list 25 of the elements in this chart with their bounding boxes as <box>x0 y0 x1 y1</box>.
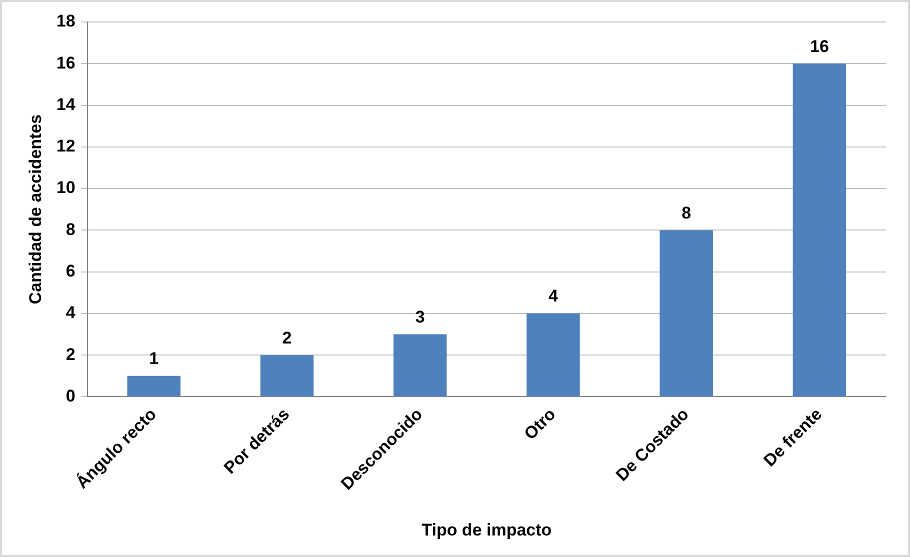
y-tick-label: 10 <box>56 178 76 198</box>
y-tick-label: 2 <box>66 344 76 364</box>
data-label: 16 <box>810 36 829 56</box>
y-tick-label: 12 <box>56 136 76 156</box>
data-label: 4 <box>548 286 558 306</box>
y-tick-label: 14 <box>56 94 76 114</box>
bar <box>260 355 314 396</box>
bar <box>393 334 447 396</box>
y-axis-title: Cantidad de accidentes <box>26 114 45 304</box>
x-tick-label: Otro <box>520 404 560 444</box>
bar <box>660 230 713 396</box>
data-label: 8 <box>682 203 692 222</box>
x-axis-title: Tipo de impacto <box>422 520 552 540</box>
data-label: 2 <box>282 328 292 348</box>
bar <box>127 376 180 396</box>
bar <box>526 313 580 396</box>
y-tick-label: 18 <box>56 12 76 31</box>
y-tick-label: 8 <box>66 220 76 239</box>
y-tick-label: 4 <box>66 303 76 322</box>
y-tick-label: 6 <box>66 261 76 280</box>
data-label: 1 <box>149 349 159 368</box>
y-tick-label: 16 <box>56 53 76 72</box>
data-label: 3 <box>415 307 425 326</box>
bar <box>792 64 846 396</box>
y-tick-label: 0 <box>66 386 76 406</box>
